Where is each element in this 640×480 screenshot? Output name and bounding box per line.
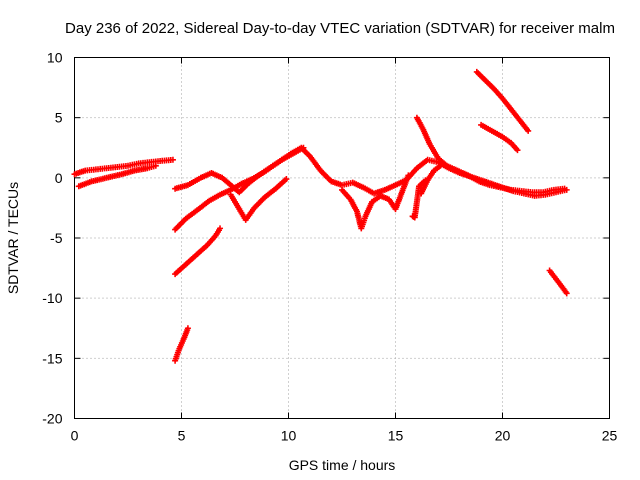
y-tick-label: -5: [50, 230, 63, 246]
x-tick-label: 20: [495, 428, 511, 444]
data-point-marks: [546, 267, 570, 297]
series-track-k: [418, 162, 444, 197]
axis-ticks: [74, 57, 610, 419]
data-point-marks: [172, 225, 224, 278]
chart-title: Day 236 of 2022, Sidereal Day-to-day VTE…: [65, 20, 615, 37]
series-track-h: [339, 172, 412, 232]
y-tick-label: 10: [47, 50, 63, 66]
data-marks: [71, 68, 570, 364]
data-point-marks: [75, 162, 159, 190]
series-track-e: [172, 225, 224, 278]
series-track-d: [172, 144, 307, 233]
y-tick-label: 0: [55, 170, 63, 186]
x-tick-label: 15: [388, 428, 404, 444]
series-track-b: [75, 162, 159, 190]
series-track-a: [71, 156, 176, 178]
data-point-marks: [409, 177, 429, 221]
series-track-o: [409, 177, 429, 221]
y-tick-label: -10: [42, 290, 62, 306]
y-tick-label: 5: [55, 110, 63, 126]
series-track-m: [478, 121, 521, 154]
series-track-l: [473, 68, 532, 134]
data-point-marks: [473, 68, 532, 134]
y-tick-label: -20: [42, 411, 62, 427]
x-tick-label: 0: [71, 428, 79, 444]
series-track-f: [172, 325, 191, 364]
grid: [74, 57, 610, 419]
series-track-n: [546, 267, 570, 297]
data-point-marks: [418, 162, 444, 197]
data-point-marks: [339, 172, 412, 232]
y-axis-label: SDTVAR / TECUs: [5, 182, 21, 294]
data-point-marks: [227, 176, 290, 223]
data-point-marks: [478, 121, 521, 154]
x-axis-label: GPS time / hours: [289, 457, 396, 473]
data-point-marks: [71, 156, 176, 178]
y-tick-label: -15: [42, 350, 62, 366]
tick-labels: 0 5 10 15 20 25 -20 -15 -10 -5 0 5 10: [42, 50, 617, 444]
x-tick-label: 25: [602, 428, 618, 444]
data-point-marks: [172, 325, 191, 364]
series-track-g: [227, 176, 290, 223]
x-tick-label: 10: [281, 428, 297, 444]
data-point-marks: [172, 144, 307, 233]
x-tick-label: 5: [178, 428, 186, 444]
